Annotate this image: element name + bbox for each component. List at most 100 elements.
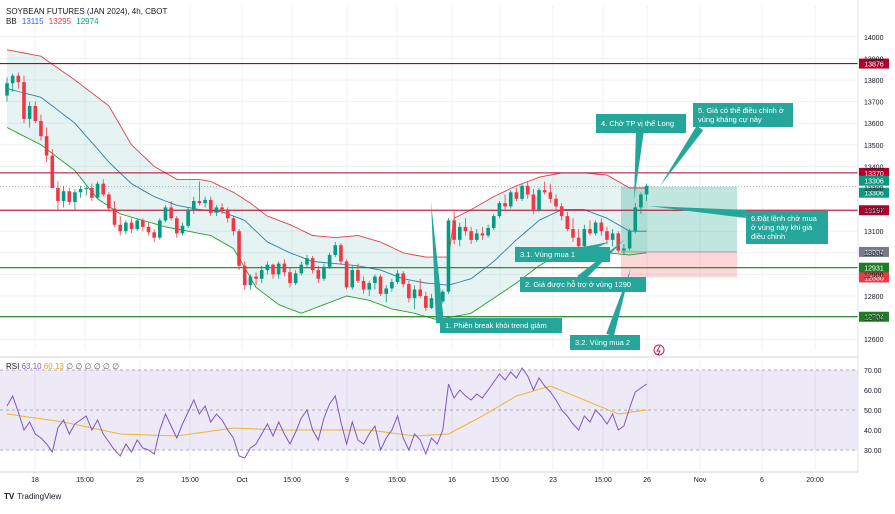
candle-body <box>542 190 547 193</box>
candle-body <box>191 200 196 210</box>
candle-body <box>124 222 128 232</box>
candle-body <box>169 207 173 219</box>
price-tick-label: 13800 <box>864 78 884 85</box>
chart-title: SOYBEAN FUTURES (JAN 2024), 4h, CBOT <box>6 7 170 16</box>
candle-body <box>61 191 66 201</box>
price-tag-text: 12886 <box>864 275 884 282</box>
candle-body <box>344 261 349 288</box>
candle-body <box>356 270 360 281</box>
price-tick-label: 12700 <box>864 316 884 323</box>
annotation-buy-zone-1: 3.1. Vùng mua 1 <box>515 247 610 262</box>
candle-body <box>158 220 162 238</box>
bb-legend[interactable]: BB 13115 13295 12974 <box>6 17 102 26</box>
level-tag-12704 <box>859 311 889 322</box>
candle-body <box>107 194 111 209</box>
candle-body <box>282 263 287 273</box>
candle-body <box>22 82 26 119</box>
candle-body <box>16 75 21 83</box>
axes: 12600 12700 12800 12900 13000 13100 13200 13300… <box>0 0 884 484</box>
level-tag-text: 13370 <box>864 171 884 178</box>
bb-upper-value: 13295 <box>48 17 72 26</box>
rsi-empty-value: ∅ <box>84 362 92 371</box>
candle-body <box>429 298 434 308</box>
candle-body <box>197 200 202 204</box>
price-tick-label: 13200 <box>864 208 884 215</box>
candle-body <box>491 216 496 228</box>
candle-body <box>322 266 326 279</box>
candle-body <box>175 218 179 234</box>
bb-upper-line <box>6 49 647 258</box>
candle-body <box>605 231 609 240</box>
candle-body <box>508 192 513 207</box>
candle-body <box>486 227 490 236</box>
price-tick-label: 13400 <box>864 164 884 171</box>
rsi-empty-value: ∅ <box>102 362 110 371</box>
candle-body <box>446 220 451 292</box>
level-tag-13370 <box>859 167 889 178</box>
candle-body <box>627 231 632 249</box>
candle-body <box>407 284 411 299</box>
candle-body <box>469 231 473 240</box>
candle-body <box>56 188 60 201</box>
price-tick-label: 13900 <box>864 56 884 63</box>
rsi-tick-label: 40.00 <box>864 428 882 435</box>
level-tag-13197 <box>859 205 889 216</box>
price-tag-text: 13306 <box>864 191 884 198</box>
candle-body <box>610 233 615 240</box>
annotation-pointer <box>634 129 644 200</box>
candle-body <box>525 185 530 195</box>
candle-body <box>276 263 281 275</box>
lightning-bolt <box>656 345 661 356</box>
candle-body <box>265 264 270 271</box>
bb-fill <box>7 49 647 320</box>
time-tick-label: 15:00 <box>594 477 612 484</box>
annotation-pending-buy: 6.Đặt lệnh chờ mua ở vùng này khi giá đi… <box>746 211 828 244</box>
candle-body <box>390 281 394 289</box>
candle-body <box>67 191 72 203</box>
candle-body <box>582 229 587 247</box>
annotation-pointer <box>648 206 747 218</box>
candle-body <box>95 183 100 198</box>
candle-body <box>452 220 456 240</box>
rsi-value: 63.10 <box>21 362 42 371</box>
horizontal-levels[interactable]: 13876 13370 13197 12931 12704 13306 13306 13004… <box>0 58 889 322</box>
candlesticks <box>5 72 649 312</box>
candle-body <box>424 296 428 308</box>
candle-body <box>316 270 321 279</box>
rsi-tick-label: 60.00 <box>864 388 882 395</box>
candle-body <box>441 291 445 302</box>
bb-basis-value: 13115 <box>21 17 44 26</box>
candle-body <box>163 207 168 221</box>
candle-body <box>571 229 575 238</box>
time-tick-label: Nov <box>694 477 707 484</box>
tradingview-brand[interactable]: TV TradingView <box>4 492 61 501</box>
price-tag <box>859 246 889 257</box>
rsi-panel <box>0 356 858 459</box>
time-tick-label: 18 <box>31 477 39 484</box>
annotation-buy-zone-2: 3.2. Vùng mua 2 <box>570 335 640 350</box>
level-tag-12931 <box>859 262 889 273</box>
price-tick-label: 13700 <box>864 100 884 107</box>
bb-label: BB <box>6 17 17 26</box>
tradingview-name: TradingView <box>17 492 62 501</box>
candle-body <box>520 185 524 199</box>
time-tick-label: 26 <box>643 477 651 484</box>
rsi-legend[interactable]: RSI 63.10 60.13 ∅ ∅ ∅ ∅ ∅ ∅ <box>6 362 119 371</box>
candle-body <box>27 105 32 119</box>
time-tick-label: 15:00 <box>181 477 199 484</box>
candle-body <box>129 222 134 230</box>
candle-body <box>554 198 558 207</box>
time-tick-label: 9 <box>345 477 349 484</box>
candle-body <box>497 203 502 217</box>
candle-body <box>242 265 247 286</box>
candle-body <box>333 245 338 255</box>
candle-body <box>474 233 479 240</box>
level-tag-text: 12704 <box>864 315 884 322</box>
rsi-empty-value: ∅ <box>66 362 74 371</box>
level-tag-text: 13197 <box>864 208 884 215</box>
candle-body <box>599 222 604 232</box>
candle-body <box>231 218 236 232</box>
rsi-ma-value: 60.13 <box>43 362 64 371</box>
candle-body <box>203 199 207 204</box>
